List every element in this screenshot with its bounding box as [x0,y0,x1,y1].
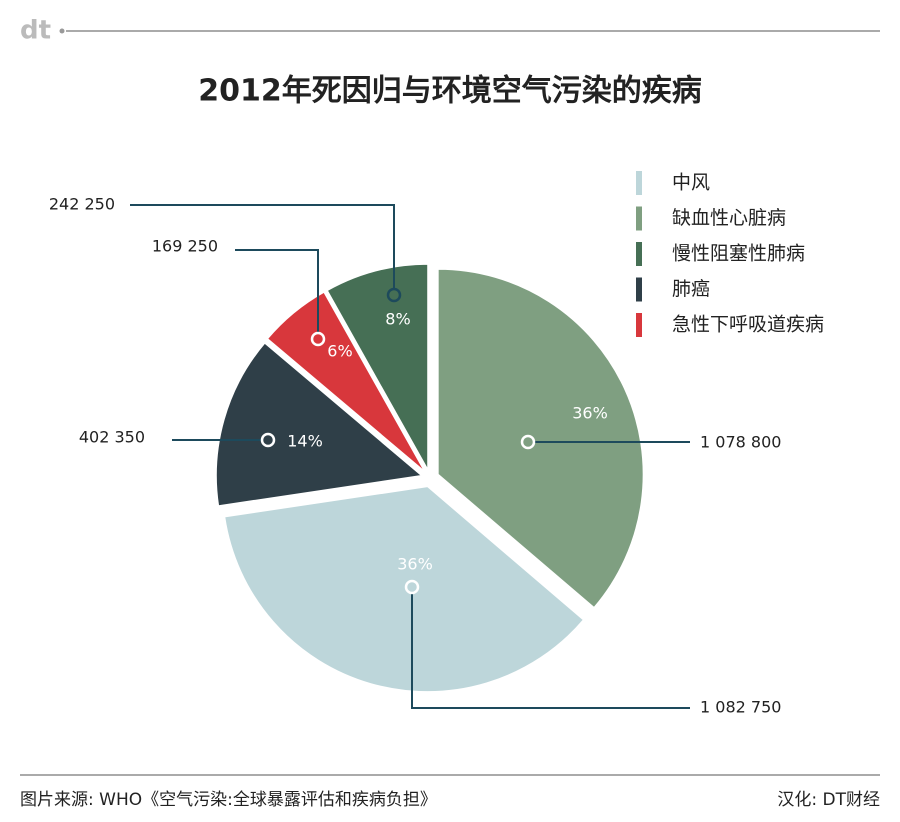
percent-label: 6% [327,342,352,361]
legend-swatch [636,242,642,266]
legend-swatch [636,277,642,302]
value-label: 1 082 750 [700,698,781,717]
pie-slice [267,291,425,472]
pie-slice [437,268,644,609]
value-label: 1 078 800 [700,433,781,452]
legend-swatch [636,313,642,337]
label-marker [386,287,402,303]
logo: dt [20,16,51,46]
logo-dot [59,28,65,34]
leader-line [411,587,690,709]
label-marker [260,432,276,448]
value-label: 169 250 [152,237,218,256]
pie: 1 078 800 36% 1 082 750 36% 402 350 14% 169 25… [49,195,782,717]
legend-label: 慢性阻塞性肺病 [672,243,805,265]
legend-label: 中风 [672,172,710,194]
value-label: 402 350 [79,428,145,447]
legend-swatch [636,206,642,231]
percent-label: 14% [287,432,323,451]
leader-line [235,249,319,339]
legend-label: 缺血性心脏病 [672,207,786,229]
label-marker [310,331,326,347]
value-label: 242 250 [49,195,115,214]
pie-slice [224,486,585,693]
label-marker [404,579,420,595]
percent-label: 8% [385,310,410,329]
footer-credit: 汉化: DT财经 [777,790,880,810]
legend-label: 急性下呼吸道疾病 [672,314,824,336]
footer-source: 图片来源: WHO《空气污染:全球暴露评估和疾病负担》 [20,790,437,810]
legend-swatch [636,171,642,195]
label-marker [520,434,536,450]
pie-slice [326,263,429,472]
pie-slice [215,342,423,507]
percent-label: 36% [572,404,608,423]
chart-title: 2012年死因归与环境空气污染的疾病 [198,74,702,109]
leader-line [130,204,395,295]
legend-label: 肺癌 [672,278,710,300]
percent-label: 36% [397,555,433,574]
